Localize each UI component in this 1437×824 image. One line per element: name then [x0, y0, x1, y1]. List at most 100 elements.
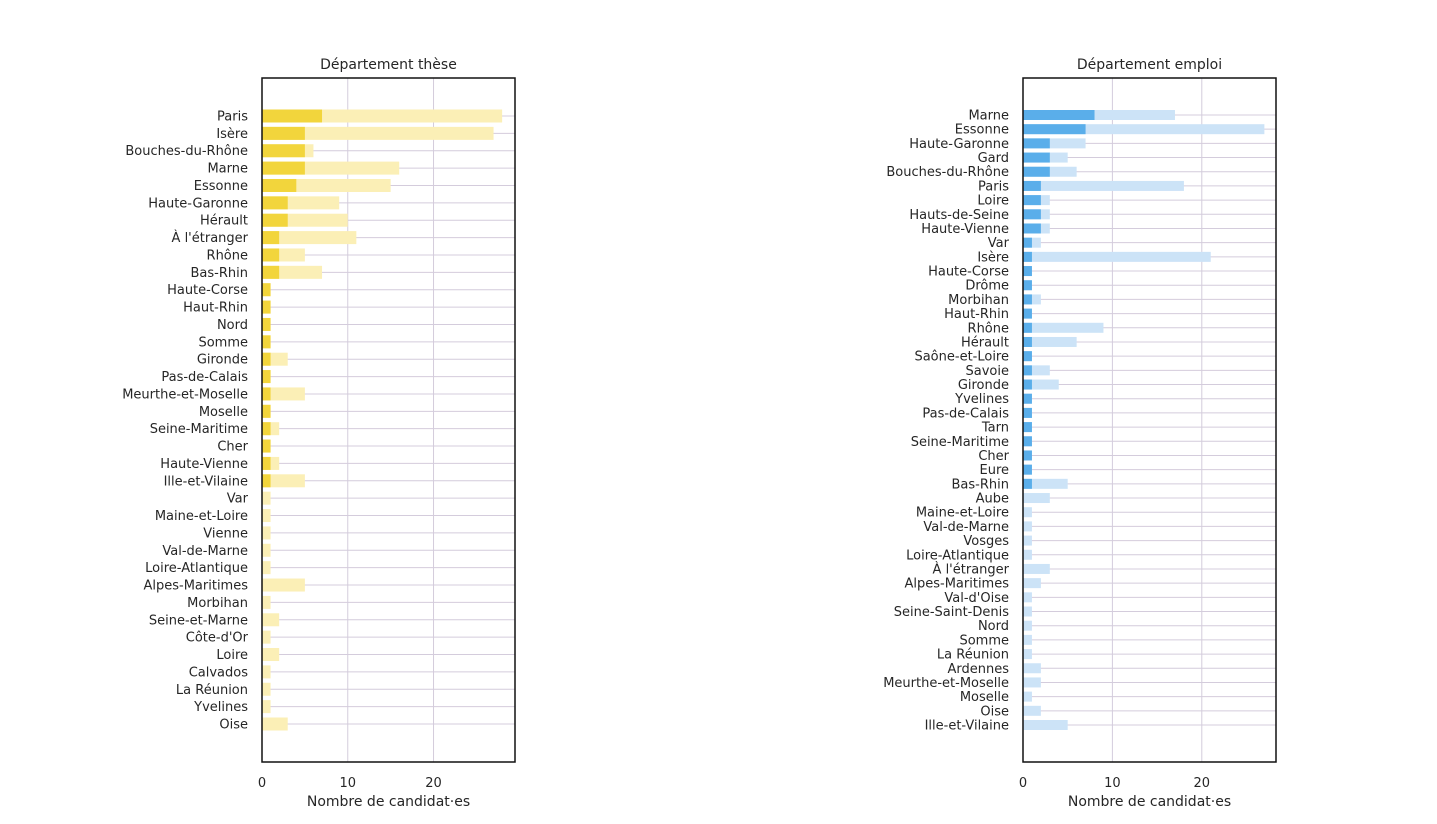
- category-tick-label: Haute-Vienne: [160, 457, 248, 472]
- category-tick-label: Essonne: [955, 123, 1009, 138]
- bar-primary: [1023, 351, 1032, 362]
- category-tick-label: Ille-et-Vilaine: [164, 474, 248, 489]
- category-tick-label: Loire: [977, 194, 1009, 209]
- bar-primary: [1023, 422, 1032, 433]
- x-tick-label: 0: [258, 776, 266, 791]
- bar-primary: [1023, 138, 1050, 149]
- bar-secondary: [262, 630, 271, 644]
- bar-primary: [262, 109, 323, 123]
- category-tick-label: Yvelines: [954, 392, 1009, 407]
- category-tick-label: Loire: [216, 648, 248, 663]
- bar-primary: [1023, 209, 1041, 220]
- bar-secondary: [262, 474, 305, 488]
- x-tick-label: 0: [1019, 776, 1027, 791]
- category-tick-label: À l'étranger: [172, 230, 249, 246]
- category-tick-label: Var: [988, 236, 1010, 251]
- category-tick-label: Alpes-Maritimes: [143, 579, 248, 594]
- bar-secondary: [1023, 649, 1032, 660]
- category-tick-label: Seine-Maritime: [150, 422, 248, 437]
- bar-primary: [1023, 407, 1032, 418]
- x-tick-label: 20: [1194, 776, 1211, 791]
- category-tick-label: Haute-Garonne: [909, 137, 1009, 152]
- category-tick-label: Bouches-du-Rhône: [125, 144, 248, 159]
- bar-secondary: [262, 613, 280, 627]
- category-tick-label: Saône-et-Loire: [914, 350, 1009, 365]
- category-tick-label: Seine-et-Marne: [149, 613, 248, 628]
- bar-primary: [262, 404, 271, 418]
- bar-secondary: [262, 526, 271, 540]
- category-tick-label: Nord: [978, 619, 1009, 634]
- bar-secondary: [262, 231, 357, 245]
- bar-primary: [262, 231, 280, 245]
- x-tick-label: 10: [1104, 776, 1121, 791]
- bar-secondary: [1023, 691, 1032, 702]
- bar-secondary: [1023, 521, 1032, 532]
- bar-primary: [1023, 180, 1041, 191]
- category-tick-label: Côte-d'Or: [186, 631, 249, 646]
- category-tick-label: Calvados: [189, 665, 249, 680]
- bar-primary: [262, 196, 288, 210]
- bar-secondary: [1023, 336, 1077, 347]
- bar-primary: [1023, 450, 1032, 461]
- category-tick-label: Val-d'Oise: [944, 591, 1009, 606]
- bar-secondary: [1023, 606, 1032, 617]
- bar-secondary: [262, 578, 305, 592]
- category-tick-label: Cher: [978, 449, 1009, 464]
- bar-secondary: [262, 126, 494, 140]
- x-tick-label: 20: [425, 776, 442, 791]
- bar-primary: [262, 161, 305, 175]
- x-tick-label: 10: [339, 776, 356, 791]
- bar-secondary: [1023, 535, 1032, 546]
- axes-frame: [1022, 77, 1277, 763]
- bar-secondary: [1023, 138, 1086, 149]
- category-tick-label: Meurthe-et-Moselle: [883, 676, 1009, 691]
- category-tick-label: Loire-Atlantique: [906, 548, 1009, 563]
- bar-secondary: [1023, 620, 1032, 631]
- category-tick-label: Seine-Maritime: [911, 435, 1009, 450]
- bar-secondary: [1023, 720, 1068, 730]
- bar-secondary: [1023, 365, 1050, 376]
- category-tick-label: Gironde: [958, 378, 1009, 393]
- category-tick-label: Morbihan: [948, 293, 1009, 308]
- bar-primary: [262, 213, 288, 227]
- category-tick-label: Oise: [980, 704, 1009, 719]
- bar-secondary: [262, 595, 271, 609]
- bar-primary: [1023, 393, 1032, 404]
- bar-primary: [1023, 237, 1032, 248]
- category-tick-label: Seine-Saint-Denis: [894, 605, 1010, 620]
- chart-departement-these: Paris Isère Bouches-du-Rhône Marne Essonne Ha…: [122, 57, 516, 810]
- bar-primary: [1023, 294, 1032, 305]
- category-tick-label: Meurthe-et-Moselle: [122, 387, 248, 402]
- category-tick-label: Val-de-Marne: [162, 544, 248, 559]
- chart-departement-emploi: MarneEssonneHaute-GaronneGardBouches-du-…: [883, 57, 1277, 810]
- bar-primary: [1023, 195, 1041, 206]
- bar-secondary: [1023, 110, 1175, 120]
- category-tick-label: Ardennes: [947, 662, 1009, 677]
- category-tick-label: Haut-Rhin: [183, 301, 248, 316]
- bar-secondary: [1023, 322, 1104, 333]
- chart-title: Département thèse: [320, 57, 457, 73]
- bar-primary: [262, 283, 271, 297]
- category-tick-label: Maine-et-Loire: [155, 509, 248, 524]
- bar-primary: [262, 178, 297, 192]
- category-tick-label: Maine-et-Loire: [916, 506, 1009, 521]
- bar-secondary: [262, 561, 271, 575]
- category-tick-label: Isère: [977, 250, 1009, 265]
- bar-primary: [1023, 124, 1086, 135]
- category-tick-label: Paris: [978, 179, 1009, 194]
- category-tick-label: Hauts-de-Seine: [909, 208, 1009, 223]
- bar-secondary: [1023, 251, 1211, 262]
- bar-primary: [1023, 365, 1032, 376]
- category-tick-label: Loire-Atlantique: [145, 561, 248, 576]
- bar-primary: [1023, 478, 1032, 489]
- category-tick-label: Aube: [976, 492, 1009, 507]
- category-tick-label: Haut-Rhin: [944, 307, 1009, 322]
- axes-frame: [261, 77, 516, 763]
- bar-secondary: [262, 387, 305, 401]
- category-tick-label: Marne: [968, 109, 1009, 124]
- bar-primary: [1023, 110, 1095, 120]
- category-tick-label: Pas-de-Calais: [922, 406, 1009, 421]
- bar-primary: [1023, 322, 1032, 333]
- bar-primary: [1023, 166, 1050, 177]
